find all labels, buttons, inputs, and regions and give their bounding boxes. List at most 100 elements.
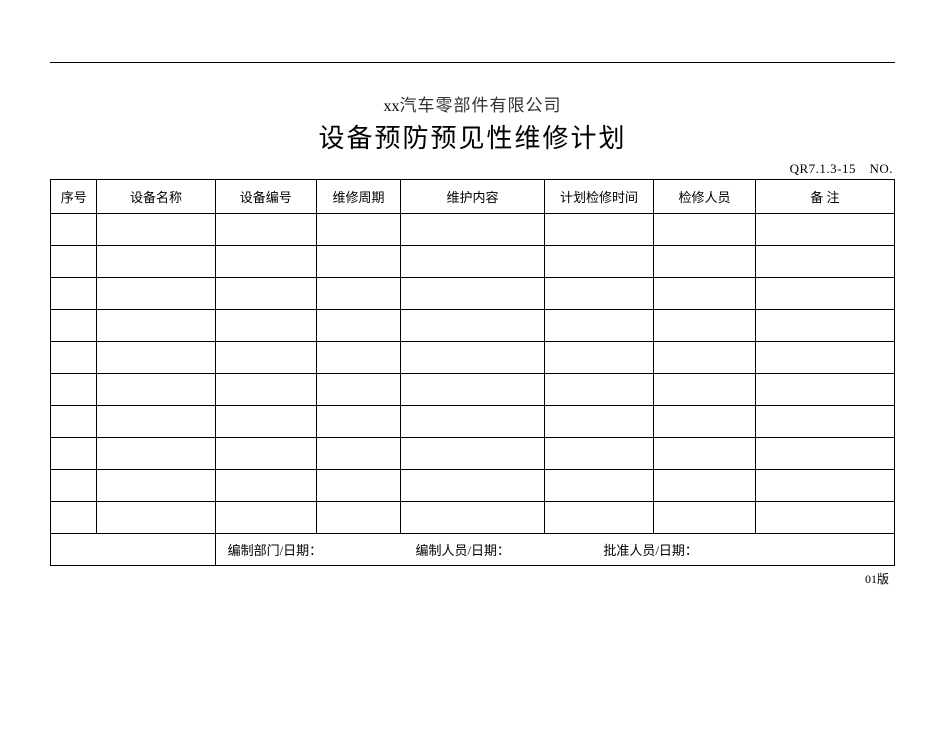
table-cell (654, 406, 755, 438)
table-cell (544, 406, 654, 438)
table-cell (654, 214, 755, 246)
table-header-row: 序号 设备名称 设备编号 维修周期 维护内容 计划检修时间 检修人员 备 注 (51, 180, 895, 214)
table-row (51, 214, 895, 246)
table-cell (401, 470, 544, 502)
table-cell (755, 502, 894, 534)
header: xx汽车零部件有限公司 设备预防预见性维修计划 (50, 91, 895, 155)
table-cell (755, 438, 894, 470)
table-cell (215, 214, 316, 246)
table-cell (51, 470, 97, 502)
page: xx汽车零部件有限公司 设备预防预见性维修计划 QR7.1.3-15 NO. 序… (0, 62, 945, 587)
table-cell (755, 342, 894, 374)
table-cell (316, 214, 400, 246)
table-cell (51, 502, 97, 534)
table-cell (97, 214, 215, 246)
table-cell (654, 278, 755, 310)
table-cell (215, 374, 316, 406)
table-cell (755, 246, 894, 278)
table-cell (401, 374, 544, 406)
table-cell (544, 470, 654, 502)
table-cell (654, 374, 755, 406)
top-rule (50, 62, 895, 63)
footer-dept-date: 编制部门/日期： (228, 540, 323, 559)
table-cell (544, 310, 654, 342)
footer-left-cell (51, 534, 216, 566)
company-prefix: xx (384, 98, 400, 115)
table-cell (544, 278, 654, 310)
table-cell (97, 374, 215, 406)
table-cell (97, 278, 215, 310)
col-header-remark: 备 注 (755, 180, 894, 214)
document-title: 设备预防预见性维修计划 (50, 118, 895, 155)
table-cell (544, 374, 654, 406)
version-label: 01版 (50, 570, 889, 587)
table-cell (401, 278, 544, 310)
table-cell (654, 342, 755, 374)
table-cell (51, 438, 97, 470)
maintenance-table: 序号 设备名称 设备编号 维修周期 维护内容 计划检修时间 检修人员 备 注 编… (50, 179, 895, 566)
company-name: xx汽车零部件有限公司 (50, 91, 895, 116)
table-cell (215, 502, 316, 534)
table-cell (401, 438, 544, 470)
col-header-code: 设备编号 (215, 180, 316, 214)
table-cell (316, 374, 400, 406)
table-cell (97, 246, 215, 278)
table-cell (215, 310, 316, 342)
table-cell (401, 214, 544, 246)
table-cell (544, 342, 654, 374)
col-header-seq: 序号 (51, 180, 97, 214)
table-cell (654, 246, 755, 278)
footer-right-cell: 编制部门/日期： 编制人员/日期： 批准人员/日期： (215, 534, 894, 566)
table-cell (316, 406, 400, 438)
col-header-plan: 计划检修时间 (544, 180, 654, 214)
table-cell (401, 502, 544, 534)
table-cell (544, 246, 654, 278)
table-cell (51, 246, 97, 278)
col-header-name: 设备名称 (97, 180, 215, 214)
footer-author-date: 编制人员/日期： (415, 540, 510, 559)
table-cell (654, 310, 755, 342)
table-cell (316, 246, 400, 278)
table-cell (97, 310, 215, 342)
table-cell (544, 214, 654, 246)
doc-number: QR7.1.3-15 NO. (50, 161, 893, 177)
table-cell (51, 310, 97, 342)
table-cell (401, 246, 544, 278)
table-row (51, 406, 895, 438)
table-cell (97, 438, 215, 470)
table-cell (51, 342, 97, 374)
table-cell (401, 406, 544, 438)
table-cell (97, 342, 215, 374)
col-header-staff: 检修人员 (654, 180, 755, 214)
company-suffix: 汽车零部件有限公司 (400, 96, 562, 115)
table-cell (316, 278, 400, 310)
table-row (51, 502, 895, 534)
table-cell (316, 470, 400, 502)
footer-approver-date: 批准人员/日期： (603, 540, 698, 559)
table-row (51, 278, 895, 310)
table-row (51, 374, 895, 406)
col-header-cycle: 维修周期 (316, 180, 400, 214)
table-cell (51, 406, 97, 438)
table-cell (755, 310, 894, 342)
table-cell (51, 374, 97, 406)
table-cell (97, 470, 215, 502)
table-cell (755, 278, 894, 310)
table-cell (51, 278, 97, 310)
table-cell (316, 310, 400, 342)
table-cell (215, 438, 316, 470)
table-cell (755, 406, 894, 438)
table-cell (215, 342, 316, 374)
table-cell (97, 502, 215, 534)
table-row (51, 246, 895, 278)
table-cell (316, 438, 400, 470)
table-cell (316, 502, 400, 534)
table-row (51, 342, 895, 374)
table-cell (215, 246, 316, 278)
table-cell (215, 278, 316, 310)
table-cell (755, 470, 894, 502)
table-cell (51, 214, 97, 246)
table-cell (215, 470, 316, 502)
table-body (51, 214, 895, 534)
table-cell (654, 502, 755, 534)
